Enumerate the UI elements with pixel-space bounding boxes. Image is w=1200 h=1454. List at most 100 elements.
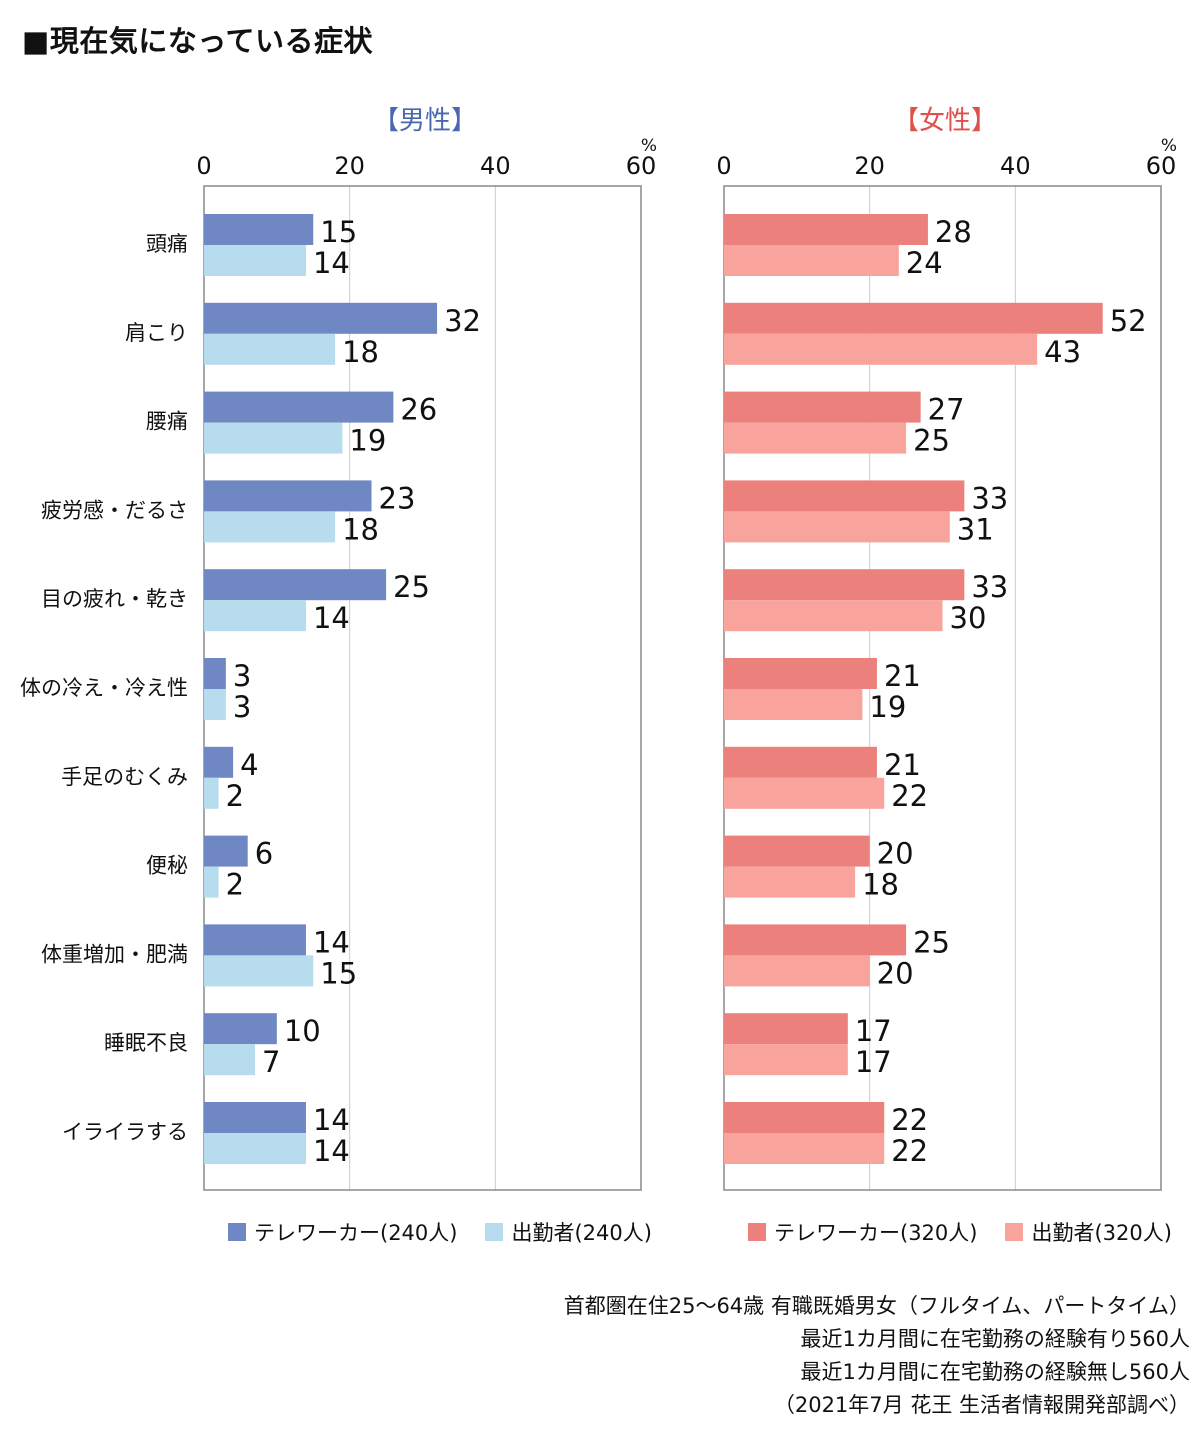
category-label-1: 肩こり xyxy=(125,321,188,345)
male-value-label-office-7: 2 xyxy=(226,868,244,902)
male-value-label-office-5: 3 xyxy=(233,690,251,724)
female-bar-tele-5 xyxy=(724,658,877,689)
female-bar-office-6 xyxy=(724,777,885,809)
legend-label-male-tele: テレワーカー(240人) xyxy=(254,1221,458,1245)
female-value-label-office-6: 22 xyxy=(891,779,928,813)
female-value-label-tele-5: 21 xyxy=(884,659,921,693)
female-value-label-tele-9: 17 xyxy=(855,1014,892,1048)
male-bar-tele-9 xyxy=(204,1013,277,1045)
female-bar-tele-9 xyxy=(724,1013,848,1045)
male-bar-tele-6 xyxy=(204,746,234,778)
category-label-9: 睡眠不良 xyxy=(104,1031,188,1055)
legend-female-office: 出勤者(320人) xyxy=(1005,1217,1172,1247)
female-bar-office-1 xyxy=(724,333,1038,365)
male-tick-label-20: 20 xyxy=(334,152,365,180)
male-value-label-tele-1: 32 xyxy=(444,304,481,338)
male-value-label-office-4: 14 xyxy=(313,601,350,635)
female-tick-label-40: 40 xyxy=(1000,152,1031,180)
female-value-label-office-2: 25 xyxy=(913,424,950,458)
female-bar-office-7 xyxy=(724,866,856,898)
male-value-label-office-10: 14 xyxy=(313,1134,350,1168)
male-bar-office-3 xyxy=(204,511,336,543)
female-bar-office-10 xyxy=(724,1133,885,1164)
category-label-3: 疲労感・だるさ xyxy=(41,498,188,522)
female-bar-office-9 xyxy=(724,1044,848,1076)
male-bar-tele-0 xyxy=(204,214,314,245)
female-bar-tele-10 xyxy=(724,1102,885,1133)
female-unit-label: % xyxy=(1161,136,1177,156)
female-bar-tele-7 xyxy=(724,835,870,867)
male-value-label-tele-8: 14 xyxy=(313,925,350,959)
male-tick-label-60: 60 xyxy=(626,152,657,180)
female-bar-office-8 xyxy=(724,955,870,987)
female-value-label-tele-3: 33 xyxy=(971,481,1008,515)
male-value-label-office-9: 7 xyxy=(262,1045,280,1079)
male-bar-tele-7 xyxy=(204,835,248,867)
category-label-6: 手足のむくみ xyxy=(61,765,188,789)
legend-swatch-female-office xyxy=(1005,1223,1024,1241)
female-value-label-tele-0: 28 xyxy=(935,215,972,249)
footnote-line-1: 首都圏在住25〜64歳 有職既婚男女（フルタイム、パートタイム） xyxy=(563,1294,1190,1318)
male-bar-tele-10 xyxy=(204,1102,306,1133)
female-value-label-office-5: 19 xyxy=(869,690,906,724)
female-bar-office-3 xyxy=(724,511,950,543)
female-value-label-office-0: 24 xyxy=(906,246,943,280)
male-unit-label: % xyxy=(641,136,657,156)
female-bar-tele-4 xyxy=(724,569,965,601)
female-bar-office-4 xyxy=(724,600,943,632)
female-bar-office-5 xyxy=(724,689,863,720)
female-value-label-office-9: 17 xyxy=(855,1045,892,1079)
male-bar-office-0 xyxy=(204,245,306,276)
footnote-line-4: （2021年7月 花王 生活者情報開発部調べ） xyxy=(773,1393,1190,1417)
male-value-label-office-2: 19 xyxy=(349,424,386,458)
female-panel-title: 【女性】 xyxy=(893,106,997,136)
male-panel-title: 【男性】 xyxy=(373,106,477,136)
legend-swatch-female-tele xyxy=(748,1223,766,1241)
male-value-label-office-3: 18 xyxy=(342,512,379,546)
footnote-line-3: 最近1カ月間に在宅勤務の経験無し560人 xyxy=(800,1360,1190,1384)
female-value-label-office-7: 18 xyxy=(862,868,899,902)
legend-label-male-office: 出勤者(240人) xyxy=(511,1221,652,1245)
female-tick-label-0: 0 xyxy=(716,152,731,180)
legend-female-tele: テレワーカー(320人) xyxy=(748,1217,977,1247)
male-bar-tele-4 xyxy=(204,569,387,601)
male-value-label-office-6: 2 xyxy=(226,779,244,813)
female-bar-tele-0 xyxy=(724,214,928,245)
male-legend: テレワーカー(240人) 出勤者(240人) xyxy=(228,1217,680,1247)
male-bar-office-6 xyxy=(204,777,219,809)
male-value-label-tele-5: 3 xyxy=(233,659,251,693)
male-bar-office-9 xyxy=(204,1044,255,1076)
male-value-label-tele-7: 6 xyxy=(255,837,273,871)
male-bar-office-7 xyxy=(204,866,219,898)
legend-swatch-male-tele xyxy=(228,1223,246,1241)
category-label-8: 体重増加・肥満 xyxy=(41,942,188,966)
female-value-label-office-8: 20 xyxy=(877,956,914,990)
male-value-label-tele-3: 23 xyxy=(379,481,416,515)
female-value-label-tele-7: 20 xyxy=(877,837,914,871)
legend-label-female-tele: テレワーカー(320人) xyxy=(774,1221,978,1245)
male-bar-tele-2 xyxy=(204,391,394,423)
female-value-label-office-4: 30 xyxy=(950,601,987,635)
female-bar-tele-1 xyxy=(724,302,1103,334)
male-bar-office-5 xyxy=(204,689,226,720)
female-bar-office-2 xyxy=(724,422,907,454)
male-bar-office-1 xyxy=(204,333,336,365)
male-bar-office-10 xyxy=(204,1133,306,1164)
male-bar-office-4 xyxy=(204,600,306,632)
female-bar-tele-6 xyxy=(724,746,877,778)
female-value-label-office-3: 31 xyxy=(957,512,994,546)
chart-title: ■現在気になっている症状 xyxy=(22,24,373,58)
male-bar-tele-8 xyxy=(204,924,306,956)
male-value-label-tele-4: 25 xyxy=(393,570,430,604)
female-value-label-office-10: 22 xyxy=(891,1134,928,1168)
male-tick-label-0: 0 xyxy=(196,152,211,180)
category-label-2: 腰痛 xyxy=(146,410,188,434)
male-value-label-tele-10: 14 xyxy=(313,1103,350,1137)
male-bar-tele-1 xyxy=(204,302,438,334)
male-value-label-tele-0: 15 xyxy=(320,215,357,249)
legend-male-tele: テレワーカー(240人) xyxy=(228,1217,457,1247)
male-value-label-tele-2: 26 xyxy=(400,393,437,427)
female-value-label-office-1: 43 xyxy=(1044,335,1081,369)
